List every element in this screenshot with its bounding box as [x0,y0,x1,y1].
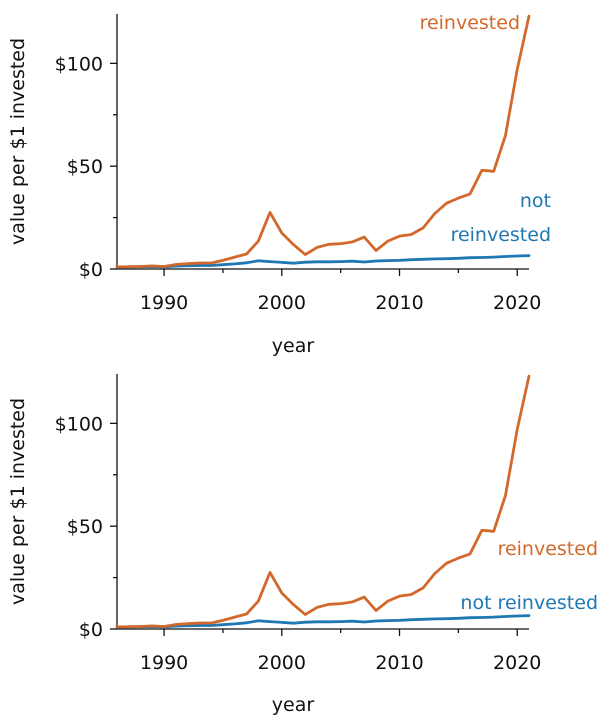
x-tick-label: 1990 [140,292,188,314]
series-label-not-reinvested: not reinvested [451,190,551,246]
series-label-reinvested: reinvested [498,538,598,560]
y-tick-label: $100 [55,53,103,75]
x-tick-label: 2010 [375,652,423,674]
y-tick-label: $50 [67,516,103,538]
x-tick-label: 2000 [258,652,306,674]
chart-panel-top: $0 $50 $100 1990 2000 2010 2020 year value per $… [7,12,551,357]
chart-panel-bottom: $0 $50 $100 1990 2000 2010 2020 year value per $… [7,374,598,716]
x-tick-label: 2000 [258,292,306,314]
series-line-not-reinvested [115,614,531,629]
x-axis-title: year [272,335,315,357]
y-tick-label: $100 [55,413,103,435]
series-line-reinvested [115,374,531,629]
series-line-reinvested [115,14,531,269]
x-tick-label: 2020 [493,292,541,314]
y-axis-title: value per $1 invested [7,38,29,245]
y-tick-label: $0 [79,259,103,281]
x-tick-label: 2010 [375,292,423,314]
x-tick-label: 2020 [493,652,541,674]
y-tick-label: $50 [67,156,103,178]
series-label-not-reinvested: not reinvested [460,592,598,614]
y-tick-label: $0 [79,619,103,641]
y-axis-title: value per $1 invested [7,398,29,605]
series-line-not-reinvested [115,254,531,269]
x-axis-title: year [272,694,315,716]
series-label-reinvested: reinvested [420,12,520,34]
x-tick-label: 1990 [140,652,188,674]
